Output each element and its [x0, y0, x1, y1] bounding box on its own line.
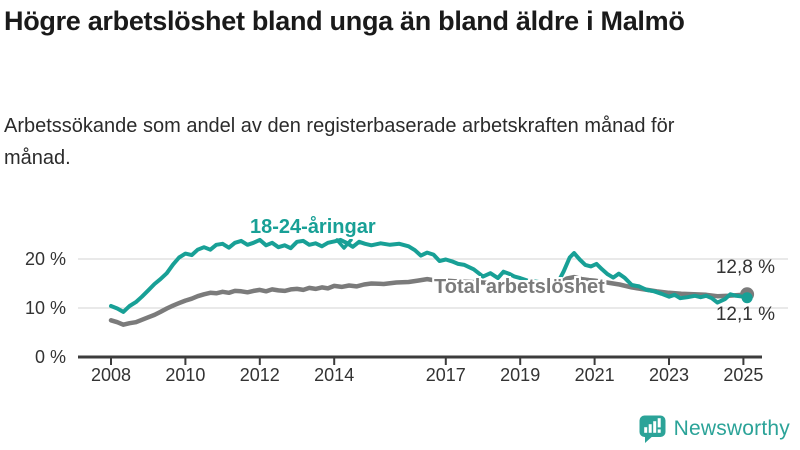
series-label-total: Total arbetslöshet: [434, 276, 605, 298]
x-tick-label: 2025: [723, 365, 764, 385]
end-dot-young: [741, 292, 753, 304]
chart-subtitle: Arbetssökande som andel av den registerb…: [4, 115, 675, 169]
newsworthy-logo-icon: [639, 415, 666, 443]
x-tick-label: 2008: [90, 365, 132, 385]
chart-series: [108, 237, 755, 327]
end-value-young: 12,1 %: [715, 304, 775, 325]
end-value-total: 12,8 %: [715, 257, 775, 278]
y-tick-label: 20 %: [24, 249, 66, 269]
x-tick-label: 2021: [574, 365, 615, 385]
x-axis: [78, 355, 762, 365]
x-tick-label: 2014: [314, 365, 355, 385]
series-line-total: [108, 274, 750, 327]
page-title: Högre arbetslöshet bland unga än bland ä…: [4, 6, 685, 36]
newsworthy-logo: Newsworthy: [638, 414, 790, 444]
x-tick-label: 2023: [648, 365, 690, 385]
x-tick-label: 2010: [165, 365, 206, 385]
series-label-young: 18-24-åringar: [250, 216, 376, 238]
series-line-young: [109, 237, 750, 314]
newsworthy-logo-text: Newsworthy: [673, 417, 790, 440]
y-tick-label: 10 %: [24, 298, 66, 318]
gridlines: [78, 258, 788, 309]
x-tick-label: 2019: [500, 365, 541, 385]
label-arrow-icon: [335, 238, 353, 250]
x-tick-label: 2012: [239, 365, 280, 385]
y-tick-label: 0 %: [34, 347, 66, 367]
x-tick-label: 2017: [425, 365, 466, 385]
